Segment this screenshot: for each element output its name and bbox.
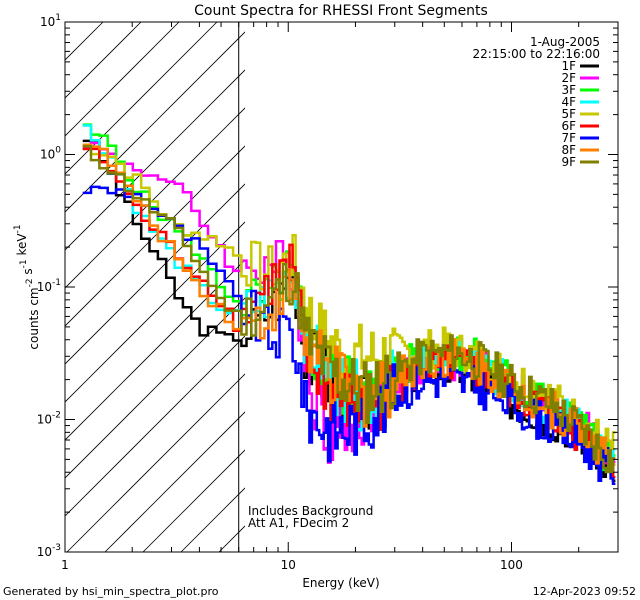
x-axis-label: Energy (keV) bbox=[302, 576, 379, 590]
hatch-line bbox=[65, 145, 245, 327]
y-tick-label: 10-1 bbox=[37, 278, 61, 294]
y-tick-labels: 10-3 10-2 10-1 100 101 bbox=[37, 13, 62, 559]
y-axis-label: counts cm-2 s-1 keV-1 bbox=[13, 224, 41, 349]
hatch-line bbox=[65, 183, 245, 365]
series-lines bbox=[82, 123, 616, 485]
svg-text:counts cm-2 s-1 keV-1: counts cm-2 s-1 keV-1 bbox=[13, 224, 41, 349]
generated-by-label: Generated by hsi_min_spectra_plot.pro bbox=[3, 585, 219, 598]
date-label: 1-Aug-2005 bbox=[530, 35, 600, 49]
legend-label-2F: 2F bbox=[561, 71, 576, 85]
excluded-region-hatch bbox=[65, 22, 245, 552]
hatch-line bbox=[65, 22, 180, 137]
x-tick-labels: 1 10 100 bbox=[61, 558, 523, 572]
y-tick-label: 10-2 bbox=[37, 411, 61, 427]
hatch-line bbox=[65, 221, 245, 403]
legend-label-6F: 6F bbox=[561, 119, 576, 133]
legend-label-4F: 4F bbox=[561, 95, 576, 109]
legend-label-3F: 3F bbox=[561, 83, 576, 97]
legend-label-5F: 5F bbox=[561, 107, 576, 121]
hatch-line bbox=[104, 411, 245, 552]
hatch-line bbox=[65, 69, 245, 251]
annotation-background: Includes Background bbox=[248, 504, 373, 518]
hatch-line bbox=[65, 297, 245, 479]
time-range-label: 22:15:00 to 22:16:00 bbox=[473, 47, 600, 61]
chart-title: Count Spectra for RHESSI Front Segments bbox=[194, 3, 488, 19]
series-line-9F bbox=[82, 144, 616, 474]
legend-label-9F: 9F bbox=[561, 155, 576, 169]
series-line-7F bbox=[82, 185, 616, 485]
legend-label-7F: 7F bbox=[561, 131, 576, 145]
x-tick-label: 10 bbox=[281, 558, 296, 572]
y-tick-label: 100 bbox=[40, 146, 61, 162]
timestamp-label: 12-Apr-2023 09:52 bbox=[533, 585, 636, 598]
legend-label-1F: 1F bbox=[561, 59, 576, 73]
y-tick-label: 10-3 bbox=[37, 543, 61, 559]
hatch-line bbox=[142, 449, 245, 552]
annotation-attenuator: Att A1, FDecim 2 bbox=[248, 516, 349, 530]
axis-ticks bbox=[64, 21, 619, 553]
hatch-line bbox=[65, 335, 245, 517]
y-tick-label: 101 bbox=[40, 13, 61, 29]
x-tick-label: 1 bbox=[61, 558, 69, 572]
hatch-line bbox=[65, 22, 218, 175]
hatch-line bbox=[66, 373, 245, 552]
x-tick-label: 100 bbox=[500, 558, 523, 572]
legend-label-8F: 8F bbox=[561, 143, 576, 157]
hatch-line bbox=[65, 31, 245, 213]
plot-frame bbox=[64, 21, 619, 553]
